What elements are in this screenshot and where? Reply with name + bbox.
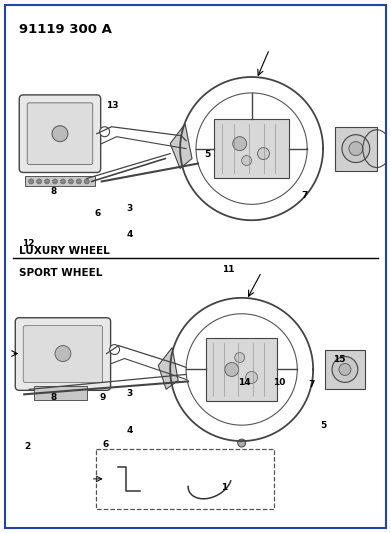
Bar	[325, 350, 365, 389]
Circle shape	[68, 179, 74, 184]
Text: 3: 3	[126, 204, 133, 213]
Text: 7: 7	[309, 379, 315, 389]
Text: 3: 3	[126, 389, 133, 398]
Text: LUXURY WHEEL: LUXURY WHEEL	[19, 246, 110, 256]
Bar	[206, 337, 277, 401]
Text: 6: 6	[95, 209, 101, 218]
Circle shape	[332, 357, 358, 382]
Text: 4: 4	[126, 426, 133, 435]
Circle shape	[233, 136, 247, 151]
Circle shape	[225, 362, 239, 376]
Circle shape	[258, 148, 269, 159]
Text: SPORT WHEEL: SPORT WHEEL	[19, 268, 102, 278]
Text: 1: 1	[221, 482, 228, 491]
Circle shape	[246, 372, 258, 383]
Text: 13: 13	[106, 101, 118, 110]
Circle shape	[52, 179, 57, 184]
Text: 6: 6	[102, 440, 109, 449]
Text: 15: 15	[333, 356, 345, 365]
Circle shape	[76, 179, 81, 184]
Text: 12: 12	[22, 239, 34, 248]
Text: 5: 5	[204, 150, 210, 159]
Polygon shape	[158, 348, 178, 389]
FancyBboxPatch shape	[15, 318, 111, 390]
Text: 7: 7	[301, 191, 307, 200]
Circle shape	[238, 439, 246, 447]
Bar	[96, 449, 274, 508]
Circle shape	[55, 345, 71, 361]
Text: 91119 300 A: 91119 300 A	[19, 23, 112, 36]
Circle shape	[29, 179, 34, 184]
FancyBboxPatch shape	[27, 103, 93, 165]
Text: 10: 10	[273, 377, 285, 386]
Text: 8: 8	[51, 187, 57, 196]
Circle shape	[235, 352, 245, 362]
Circle shape	[342, 135, 370, 163]
Text: 2: 2	[25, 442, 31, 451]
Polygon shape	[170, 124, 192, 168]
Circle shape	[84, 179, 89, 184]
Circle shape	[45, 179, 50, 184]
Text: 4: 4	[126, 230, 133, 239]
Text: 9: 9	[99, 393, 106, 402]
Circle shape	[37, 179, 41, 184]
Bar	[335, 127, 377, 171]
Bar	[34, 386, 87, 400]
FancyBboxPatch shape	[19, 95, 100, 173]
Text: 14: 14	[238, 377, 250, 386]
Text: 8: 8	[51, 393, 57, 402]
Circle shape	[100, 127, 109, 136]
Circle shape	[339, 364, 351, 375]
Circle shape	[52, 126, 68, 142]
FancyBboxPatch shape	[23, 326, 103, 382]
Text: 11: 11	[222, 265, 235, 274]
Circle shape	[349, 142, 363, 156]
Bar	[25, 176, 95, 187]
Circle shape	[242, 156, 251, 166]
Text: 5: 5	[321, 421, 327, 430]
Circle shape	[61, 179, 65, 184]
Bar	[214, 119, 289, 179]
Circle shape	[109, 345, 120, 354]
